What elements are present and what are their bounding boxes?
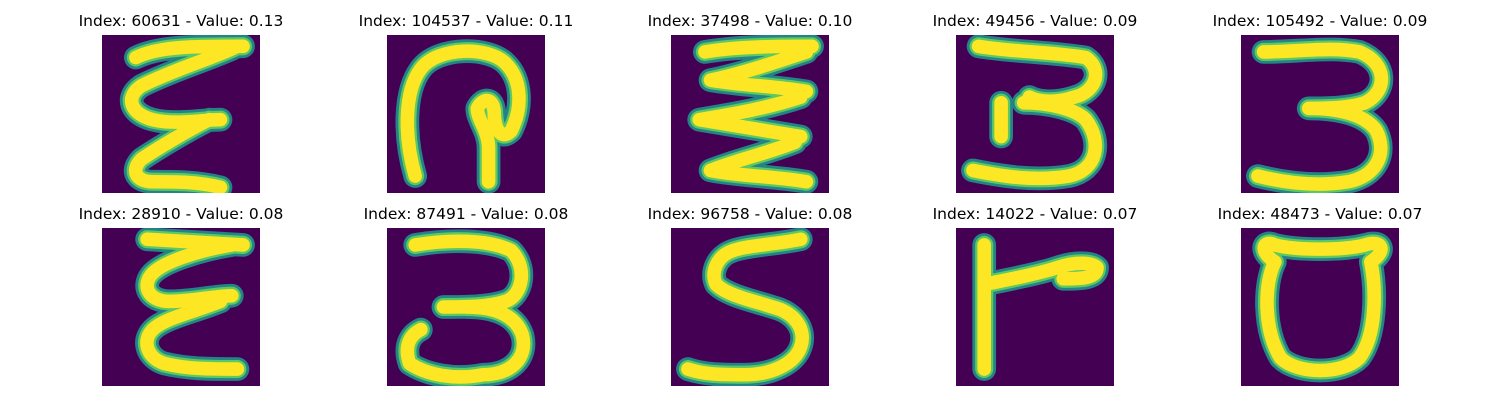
image-panel: Index: 28910 - Value: 0.08	[61, 204, 301, 386]
panel-title: Index: 60631 - Value: 0.13	[78, 12, 284, 30]
digit-canvas	[671, 35, 829, 193]
panel-title: Index: 104537 - Value: 0.11	[358, 12, 574, 30]
image-panel: Index: 49456 - Value: 0.09	[915, 11, 1155, 193]
digit-strokes	[119, 35, 255, 193]
digit-strokes	[687, 35, 824, 193]
image-panel: Index: 14022 - Value: 0.07	[915, 204, 1155, 386]
image-panel: Index: 96758 - Value: 0.08	[630, 204, 870, 386]
digit-strokes	[135, 228, 255, 381]
digit-canvas	[671, 228, 829, 386]
digit-image	[102, 35, 260, 193]
stroke-core	[1251, 42, 1389, 191]
panel-title: Index: 37498 - Value: 0.10	[647, 12, 853, 30]
panel-title: Index: 87491 - Value: 0.08	[363, 205, 569, 223]
panel-title: Index: 48473 - Value: 0.07	[1217, 205, 1423, 223]
digit-canvas	[387, 228, 545, 386]
image-panel: Index: 105492 - Value: 0.09	[1200, 11, 1440, 193]
digit-strokes	[1252, 231, 1393, 383]
digit-strokes	[972, 233, 1109, 381]
digit-canvas	[1241, 35, 1399, 193]
stroke-core	[400, 44, 526, 189]
digit-image	[387, 35, 545, 193]
image-panel: Index: 48473 - Value: 0.07	[1200, 204, 1440, 386]
digit-strokes	[395, 39, 531, 193]
digit-canvas	[102, 228, 260, 386]
digit-canvas	[102, 35, 260, 193]
stroke-core	[124, 39, 250, 193]
image-panel: Index: 104537 - Value: 0.11	[346, 11, 586, 193]
stroke-core	[966, 39, 1103, 186]
stroke-core	[140, 232, 250, 376]
panel-title: Index: 49456 - Value: 0.09	[932, 12, 1138, 30]
digit-image	[671, 228, 829, 386]
digit-strokes	[1246, 37, 1394, 193]
digit-canvas	[1241, 228, 1399, 386]
stroke-core	[1257, 236, 1388, 378]
digit-canvas	[956, 228, 1114, 386]
digit-image	[1241, 35, 1399, 193]
panel-title: Index: 14022 - Value: 0.07	[932, 205, 1138, 223]
digit-image	[102, 228, 260, 386]
digit-strokes	[395, 229, 536, 386]
panel-title: Index: 28910 - Value: 0.08	[78, 205, 284, 223]
stroke-core	[400, 234, 531, 384]
digit-image	[1241, 228, 1399, 386]
image-panel: Index: 37498 - Value: 0.10	[630, 11, 870, 193]
digit-image	[956, 228, 1114, 386]
panel-title: Index: 96758 - Value: 0.08	[647, 205, 853, 223]
digit-strokes	[961, 35, 1108, 191]
digit-image	[956, 35, 1114, 193]
digit-image	[387, 228, 545, 386]
digit-image	[671, 35, 829, 193]
digit-strokes	[676, 228, 814, 386]
digit-canvas	[956, 35, 1114, 193]
digit-canvas	[387, 35, 545, 193]
image-panel: Index: 60631 - Value: 0.13	[61, 11, 301, 193]
stroke-core	[681, 232, 809, 382]
image-panel: Index: 87491 - Value: 0.08	[346, 204, 586, 386]
stroke-core	[692, 39, 819, 189]
stroke-core	[977, 238, 1104, 376]
panel-title: Index: 105492 - Value: 0.09	[1212, 12, 1428, 30]
